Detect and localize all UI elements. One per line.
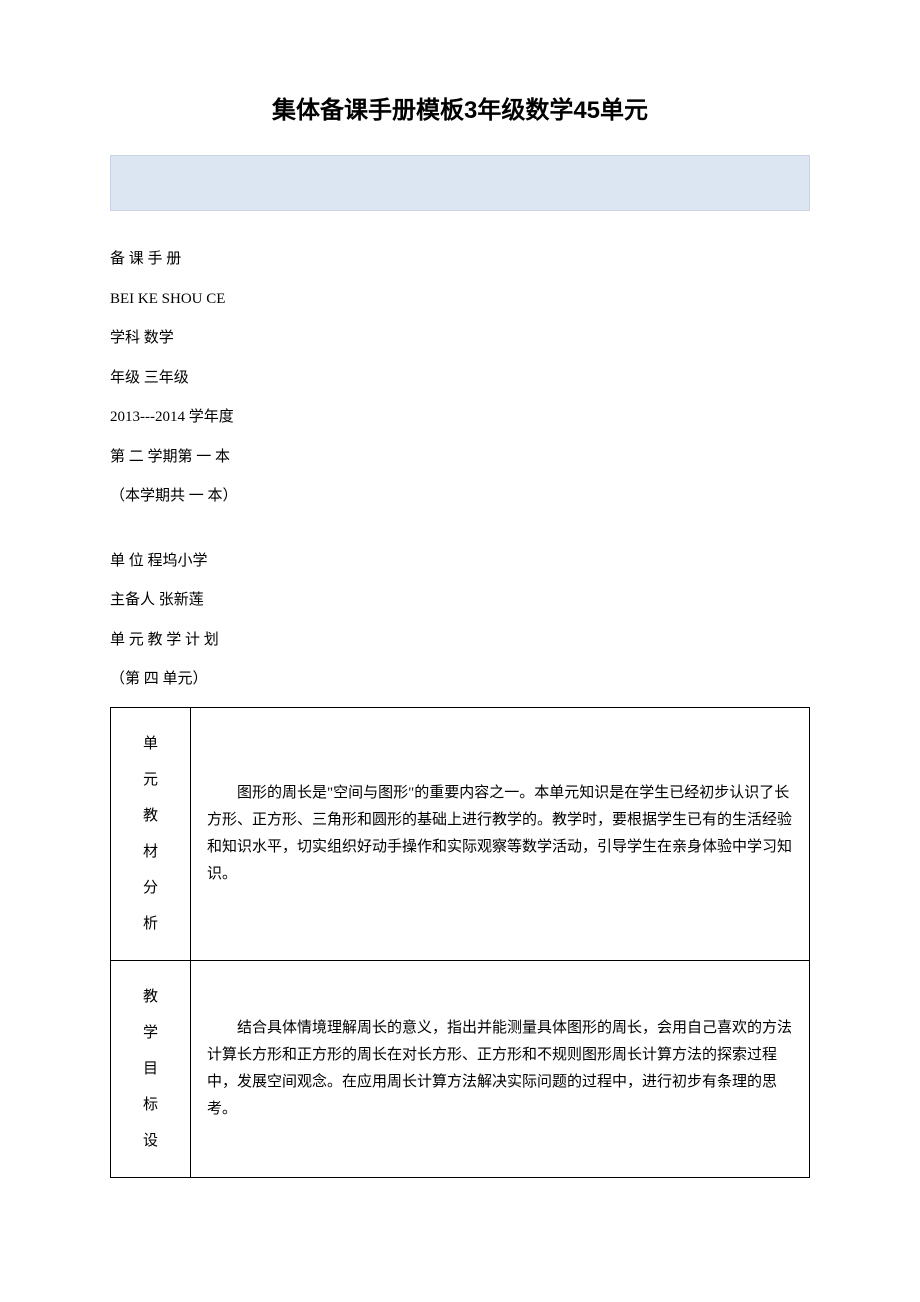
label-char: 元 xyxy=(143,762,158,798)
grade-line: 年级 三年级 xyxy=(110,360,810,398)
label-char: 材 xyxy=(143,834,158,870)
handbook-pinyin: BEI KE SHOU CE xyxy=(110,281,810,319)
row-content-cell: 图形的周长是"空间与图形"的重要内容之一。本单元知识是在学生已经初步认识了长方形… xyxy=(191,707,810,960)
copies-line: （本学期共 一 本） xyxy=(110,478,810,516)
label-char: 学 xyxy=(143,1015,158,1051)
label-char: 目 xyxy=(143,1051,158,1087)
vertical-label: 教 学 目 标 设 xyxy=(119,979,182,1159)
document-title: 集体备课手册模板3年级数学45单元 xyxy=(110,90,810,125)
plan-table: 单 元 教 材 分 析 图形的周长是"空间与图形"的重要内容之一。本单元知识是在… xyxy=(110,707,810,1178)
label-char: 析 xyxy=(143,906,158,942)
subject-line: 学科 数学 xyxy=(110,320,810,358)
decorative-bar xyxy=(110,155,810,211)
table-row: 教 学 目 标 设 结合具体情境理解周长的意义，指出并能测量具体图形的周长，会用… xyxy=(111,960,810,1177)
unit-number-line: （第 四 单元） xyxy=(110,661,810,699)
label-char: 标 xyxy=(143,1087,158,1123)
unit-line: 单 位 程坞小学 xyxy=(110,543,810,581)
table-row: 单 元 教 材 分 析 图形的周长是"空间与图形"的重要内容之一。本单元知识是在… xyxy=(111,707,810,960)
label-char: 教 xyxy=(143,979,158,1015)
semester-line: 第 二 学期第 一 本 xyxy=(110,439,810,477)
row-label-cell: 单 元 教 材 分 析 xyxy=(111,707,191,960)
header-info: 备 课 手 册 BEI KE SHOU CE 学科 数学 年级 三年级 2013… xyxy=(110,241,810,699)
label-char: 单 xyxy=(143,726,158,762)
row-label-cell: 教 学 目 标 设 xyxy=(111,960,191,1177)
label-char: 分 xyxy=(143,870,158,906)
label-char: 设 xyxy=(143,1123,158,1159)
plan-title-line: 单 元 教 学 计 划 xyxy=(110,622,810,660)
vertical-label: 单 元 教 材 分 析 xyxy=(119,726,182,942)
row-content-cell: 结合具体情境理解周长的意义，指出并能测量具体图形的周长，会用自己喜欢的方法计算长… xyxy=(191,960,810,1177)
label-char: 教 xyxy=(143,798,158,834)
handbook-label: 备 课 手 册 xyxy=(110,241,810,279)
year-line: 2013---2014 学年度 xyxy=(110,399,810,437)
author-line: 主备人 张新莲 xyxy=(110,582,810,620)
